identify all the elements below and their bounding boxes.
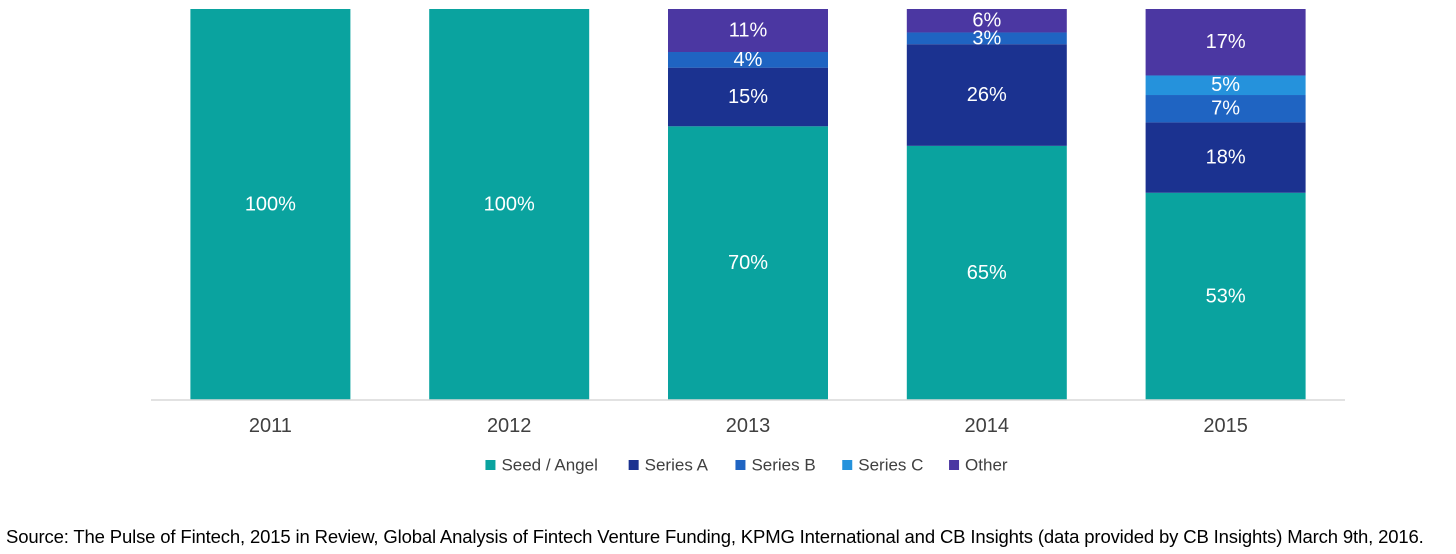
legend-swatch-other xyxy=(949,460,960,470)
legend-label-series-a: Series A xyxy=(645,456,709,475)
bar-segment-2013-seed-angel xyxy=(668,126,828,401)
data-label-2013-seed-angel: 70% xyxy=(728,252,768,274)
bar-segment-2015-series-c xyxy=(1145,75,1306,96)
data-label-2013-series-b: 4% xyxy=(734,49,763,71)
x-axis-ticks: 2011 2012 2013 2014 2015 xyxy=(249,415,1248,437)
data-label-2013-other: 11% xyxy=(729,20,768,42)
legend-label-other: Other xyxy=(965,456,1008,475)
bar-segment-2014-seed-angel xyxy=(906,145,1067,400)
legend-label-seed-angel: Seed / Angel xyxy=(501,456,597,475)
data-label-2012-seed-angel: 100% xyxy=(484,194,535,216)
segment-labels-layer: 100% 100% 70% 15% 4% 11% 65% 26% 3%6% 53% 18% 7%5% 1… xyxy=(245,10,1246,308)
x-tick-label-2011: 2011 xyxy=(249,415,292,437)
legend-swatch-seed-angel xyxy=(485,460,496,470)
legend-swatch-series-b xyxy=(735,460,746,470)
bar-segment-2015-series-b xyxy=(1145,95,1306,123)
legend-label-series-c: Series C xyxy=(858,456,923,475)
x-tick-label-2014: 2014 xyxy=(965,415,1010,437)
data-label-2015-seed-angel: 53% xyxy=(1206,285,1246,307)
bar-segment-2011-seed-angel xyxy=(190,9,351,400)
legend-item-series-c: Series C xyxy=(842,456,923,475)
bars-layer xyxy=(190,9,1306,401)
bar-segment-2013-series-b xyxy=(668,52,828,68)
data-label-2014-seed-angel: 65% xyxy=(967,262,1007,284)
bar-segment-2013-series-a xyxy=(668,67,828,127)
data-label-2015-series-a: 18% xyxy=(1206,147,1246,169)
bar-segment-2015-series-a xyxy=(1145,122,1306,193)
legend-item-series-a: Series A xyxy=(628,456,709,475)
legend-swatch-series-a xyxy=(628,460,639,470)
data-label-2015-other: 17% xyxy=(1206,31,1246,53)
data-label-2015-series-c: 5% xyxy=(1211,74,1240,96)
legend: Seed / Angel Series A Series B Series C Othe… xyxy=(485,456,1008,475)
legend-swatch-series-c xyxy=(842,460,853,470)
bar-segment-2015-other xyxy=(1145,9,1306,76)
data-label-2014-other: 6% xyxy=(972,10,1001,32)
data-label-2011-seed-angel: 100% xyxy=(245,194,296,216)
bar-segment-2015-seed-angel xyxy=(1145,192,1306,400)
chart-canvas: 100% 100% 70% 15% 4% 11% 65% 26% 3%6% 53% 18% 7%5% 1… xyxy=(151,9,1345,475)
legend-item-other: Other xyxy=(949,456,1008,475)
x-tick-label-2012: 2012 xyxy=(487,415,532,437)
data-label-2013-series-a: 15% xyxy=(728,86,768,108)
x-tick-label-2013: 2013 xyxy=(726,415,771,437)
legend-item-seed-angel: Seed / Angel xyxy=(485,456,598,475)
bar-segment-2014-series-a xyxy=(906,44,1067,146)
bar-segment-2013-other xyxy=(668,9,828,53)
data-label-2014-series-a: 26% xyxy=(967,84,1007,106)
data-label-2015-series-b: 7% xyxy=(1211,98,1240,120)
data-label-2014-series-b: 3% xyxy=(972,27,1001,49)
source-note: Source: The Pulse of Fintech, 2015 in Re… xyxy=(6,526,1424,547)
bar-segment-2014-series-b xyxy=(906,32,1067,45)
legend-item-series-b: Series B xyxy=(735,456,816,475)
bar-segment-2014-other xyxy=(906,9,1067,33)
legend-label-series-b: Series B xyxy=(751,456,815,475)
stacked-bar-chart: 100% 100% 70% 15% 4% 11% 65% 26% 3% 6% 53% 18% 7% 5% 1… xyxy=(151,9,1345,475)
bar-segment-2012-seed-angel xyxy=(429,9,590,400)
x-tick-label-2015: 2015 xyxy=(1203,415,1248,437)
